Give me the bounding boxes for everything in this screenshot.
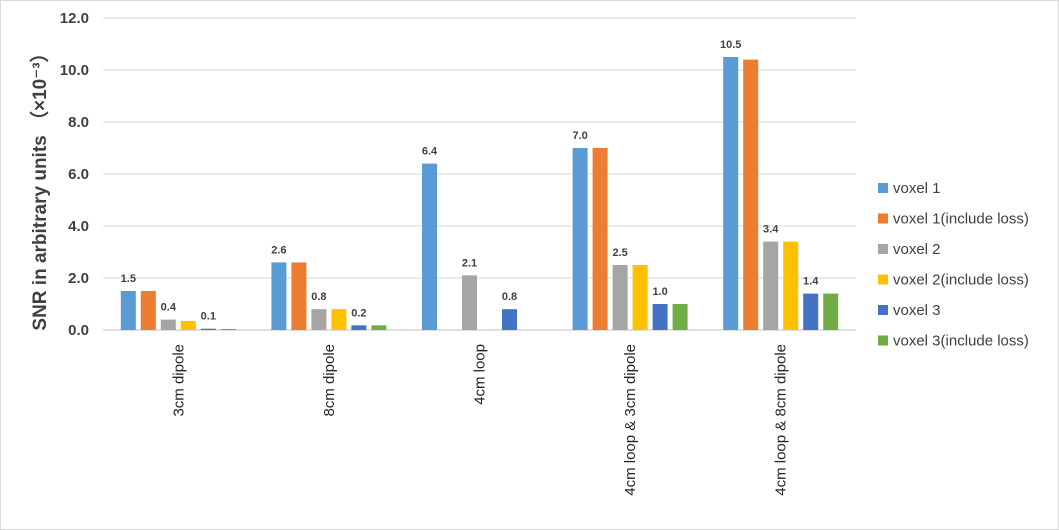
- data-label: 2.1: [462, 257, 477, 269]
- x-tick-label: 4cm loop: [472, 344, 489, 405]
- bar: [291, 262, 307, 330]
- bar: [592, 148, 608, 330]
- data-label: 2.6: [271, 244, 286, 256]
- data-label: 7.0: [572, 130, 587, 142]
- y-tick-label: 6.0: [68, 166, 89, 183]
- legend-swatch: [878, 274, 888, 285]
- gridlines: [103, 17, 856, 331]
- bar: [220, 328, 236, 330]
- data-label: 2.5: [612, 247, 627, 259]
- y-axis-ticks: 0.0 2.0 4.0 6.0 8.0 10.0 12.0: [60, 10, 89, 339]
- x-tick-label: 4cm loop & 8cm dipole: [773, 344, 790, 496]
- bar: [803, 293, 819, 330]
- bar: [331, 309, 347, 330]
- bar: [422, 163, 437, 330]
- y-tick-label: 2.0: [68, 270, 89, 287]
- data-label: 0.8: [311, 291, 326, 303]
- data-label: 0.2: [351, 307, 366, 319]
- legend-label: voxel 1: [893, 180, 941, 197]
- data-label: 10.5: [720, 39, 741, 51]
- legend-item: voxel 1: [878, 180, 941, 197]
- bar: [462, 275, 477, 330]
- legend-item: voxel 2(include loss): [878, 272, 1029, 289]
- y-tick-label: 8.0: [68, 114, 89, 131]
- bar: [120, 291, 136, 330]
- data-label: 0.4: [161, 302, 177, 314]
- y-axis-label: SNR in arbitrary units （×10⁻³）: [28, 43, 51, 330]
- bar: [823, 293, 839, 330]
- x-tick-label: 4cm loop & 3cm dipole: [622, 344, 639, 496]
- legend: voxel 1 voxel 1(include loss) voxel 2 voxel…: [878, 180, 1029, 350]
- bar: [652, 304, 668, 330]
- y-tick-label: 10.0: [60, 62, 89, 79]
- bar: [763, 241, 779, 330]
- data-label: 0.8: [502, 291, 517, 303]
- bar: [351, 325, 367, 330]
- data-labels: 1.5 0.4 0.1 2.6 0.8 0.2 6.4 2.1 0.8 7.0 2.5 1.0 10.5…: [121, 39, 820, 323]
- bar: [632, 265, 648, 330]
- bar: [672, 304, 688, 330]
- data-label: 1.0: [652, 286, 667, 298]
- data-label: 1.5: [121, 273, 136, 285]
- bar: [180, 320, 196, 330]
- legend-swatch: [878, 335, 888, 346]
- x-axis-ticks: 3cm dipole 8cm dipole 4cm loop 4cm loop & 3…: [170, 344, 789, 496]
- y-tick-label: 0.0: [68, 322, 89, 339]
- legend-item: voxel 3(include loss): [878, 333, 1029, 350]
- bar: [743, 59, 759, 330]
- legend-item: voxel 1(include loss): [878, 211, 1029, 228]
- legend-swatch: [878, 244, 888, 254]
- legend-swatch: [878, 305, 888, 315]
- bar: [160, 319, 176, 330]
- x-tick-label: 3cm dipole: [170, 344, 187, 417]
- legend-swatch: [878, 213, 888, 224]
- bar: [612, 265, 628, 330]
- y-tick-label: 12.0: [60, 10, 89, 27]
- bar: [572, 148, 588, 330]
- x-tick-label: 8cm dipole: [321, 344, 338, 417]
- data-label: 0.1: [201, 311, 216, 323]
- bars: [120, 57, 839, 330]
- legend-label: voxel 3: [893, 302, 941, 319]
- bar: [200, 328, 216, 330]
- legend-label: voxel 1(include loss): [893, 211, 1029, 228]
- legend-item: voxel 2: [878, 241, 941, 258]
- data-label: 6.4: [422, 146, 438, 158]
- bar: [502, 309, 517, 330]
- data-label: 3.4: [763, 224, 779, 236]
- y-tick-label: 4.0: [68, 218, 89, 235]
- legend-label: voxel 2: [893, 241, 941, 258]
- bar: [140, 291, 156, 330]
- data-label: 1.4: [803, 276, 819, 288]
- bar: [271, 262, 287, 330]
- legend-label: voxel 3(include loss): [893, 333, 1029, 350]
- bar: [311, 309, 327, 330]
- legend-item: voxel 3: [878, 302, 941, 319]
- legend-label: voxel 2(include loss): [893, 272, 1029, 289]
- legend-swatch: [878, 183, 888, 193]
- bar: [783, 241, 799, 330]
- bar: [723, 57, 739, 330]
- bar: [371, 325, 387, 330]
